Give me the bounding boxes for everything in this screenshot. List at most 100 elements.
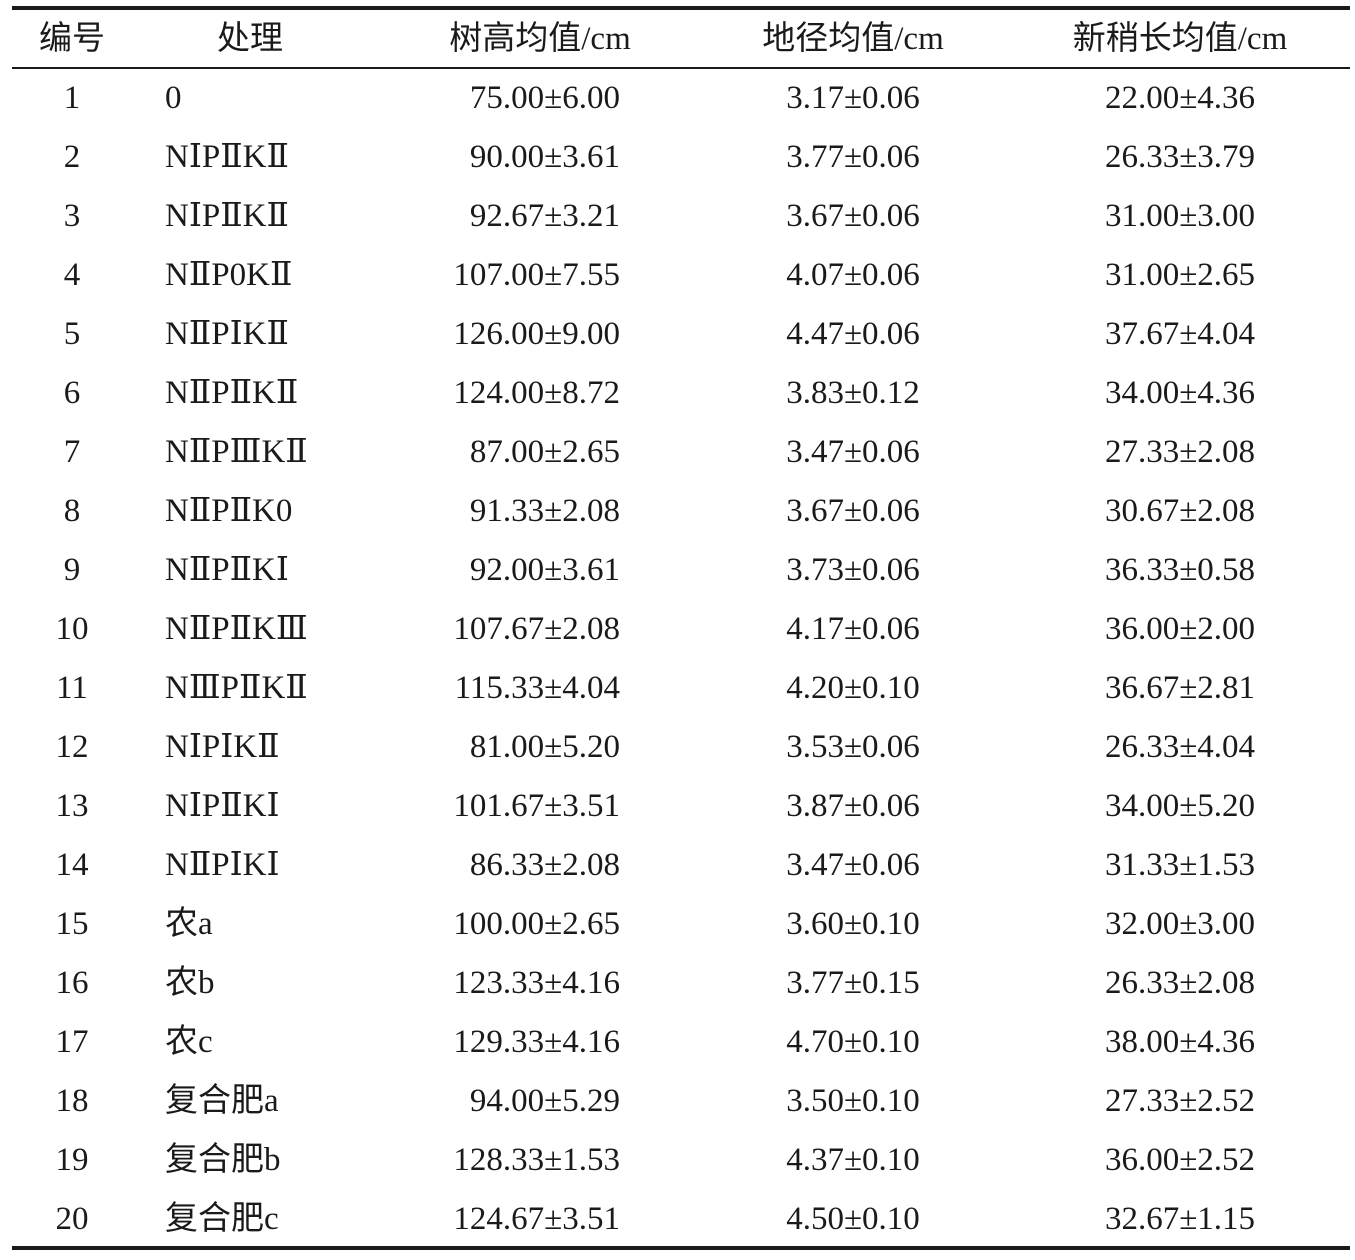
cell-id: 15 bbox=[55, 906, 89, 942]
cell-id: 8 bbox=[63, 493, 81, 529]
cell-treatment: NⅡPⅢKⅡ bbox=[165, 434, 308, 470]
cell-new-shoot-length: 36.00±2.00 bbox=[1104, 611, 1256, 647]
cell-treatment: NⅡPⅠKⅡ bbox=[165, 316, 289, 352]
cell-new-shoot-length: 26.33±3.79 bbox=[1104, 139, 1256, 175]
cell-tree-height: 100.00±2.65 bbox=[453, 906, 620, 942]
cell-treatment: NⅠPⅡKⅡ bbox=[165, 139, 289, 175]
top-rule bbox=[12, 6, 1350, 10]
cell-treatment: NⅢPⅡKⅡ bbox=[165, 670, 308, 706]
cell-new-shoot-length: 34.00±5.20 bbox=[1104, 788, 1256, 824]
table-row: 14 NⅡPⅠKⅠ 86.33±2.08 3.47±0.06 31.33±1.53 bbox=[0, 836, 1355, 895]
cell-treatment: NⅠPⅡKⅠ bbox=[165, 788, 280, 824]
cell-tree-height: 128.33±1.53 bbox=[453, 1142, 620, 1178]
cell-id: 3 bbox=[63, 198, 81, 234]
cell-new-shoot-length: 34.00±4.36 bbox=[1104, 375, 1256, 411]
cell-id: 6 bbox=[63, 375, 81, 411]
cell-treatment: 复合肥a bbox=[165, 1083, 279, 1119]
cell-tree-height: 86.33±2.08 bbox=[469, 847, 620, 883]
cell-id: 20 bbox=[55, 1201, 89, 1237]
table-row: 8 NⅡPⅡK0 91.33±2.08 3.67±0.06 30.67±2.08 bbox=[0, 482, 1355, 541]
cell-new-shoot-length: 27.33±2.08 bbox=[1104, 434, 1256, 470]
cell-ground-diameter: 4.20±0.10 bbox=[786, 670, 920, 706]
cell-ground-diameter: 3.17±0.06 bbox=[786, 80, 920, 116]
table-row: 4 NⅡP0KⅡ 107.00±7.55 4.07±0.06 31.00±2.65 bbox=[0, 246, 1355, 305]
cell-tree-height: 75.00±6.00 bbox=[469, 80, 620, 116]
cell-ground-diameter: 3.87±0.06 bbox=[786, 788, 920, 824]
cell-tree-height: 92.00±3.61 bbox=[469, 552, 620, 588]
table-row: 17 农c 129.33±4.16 4.70±0.10 38.00±4.36 bbox=[0, 1013, 1355, 1072]
cell-id: 17 bbox=[55, 1024, 89, 1060]
cell-id: 13 bbox=[55, 788, 89, 824]
cell-tree-height: 124.67±3.51 bbox=[453, 1201, 620, 1237]
cell-id: 10 bbox=[55, 611, 89, 647]
cell-tree-height: 107.67±2.08 bbox=[453, 611, 620, 647]
cell-ground-diameter: 4.47±0.06 bbox=[786, 316, 920, 352]
cell-treatment: 复合肥c bbox=[165, 1201, 279, 1237]
header-treatment: 处理 bbox=[217, 21, 283, 57]
table-row: 19 复合肥b 128.33±1.53 4.37±0.10 36.00±2.52 bbox=[0, 1131, 1355, 1190]
cell-tree-height: 126.00±9.00 bbox=[453, 316, 620, 352]
cell-id: 7 bbox=[63, 434, 81, 470]
cell-ground-diameter: 3.73±0.06 bbox=[786, 552, 920, 588]
cell-new-shoot-length: 27.33±2.52 bbox=[1104, 1083, 1256, 1119]
cell-tree-height: 129.33±4.16 bbox=[453, 1024, 620, 1060]
cell-new-shoot-length: 26.33±2.08 bbox=[1104, 965, 1256, 1001]
cell-tree-height: 101.67±3.51 bbox=[453, 788, 620, 824]
cell-ground-diameter: 3.83±0.12 bbox=[786, 375, 920, 411]
cell-id: 2 bbox=[63, 139, 81, 175]
cell-new-shoot-length: 31.00±2.65 bbox=[1104, 257, 1256, 293]
cell-treatment: 复合肥b bbox=[165, 1142, 281, 1178]
table-row: 7 NⅡPⅢKⅡ 87.00±2.65 3.47±0.06 27.33±2.08 bbox=[0, 423, 1355, 482]
cell-new-shoot-length: 31.00±3.00 bbox=[1104, 198, 1256, 234]
cell-ground-diameter: 4.17±0.06 bbox=[786, 611, 920, 647]
cell-ground-diameter: 3.67±0.06 bbox=[786, 198, 920, 234]
table-row: 15 农a 100.00±2.65 3.60±0.10 32.00±3.00 bbox=[0, 895, 1355, 954]
header-id: 编号 bbox=[39, 21, 105, 57]
table-row: 16 农b 123.33±4.16 3.77±0.15 26.33±2.08 bbox=[0, 954, 1355, 1013]
header-ground-diameter: 地径均值/cm bbox=[762, 21, 944, 57]
cell-ground-diameter: 4.07±0.06 bbox=[786, 257, 920, 293]
cell-id: 16 bbox=[55, 965, 89, 1001]
cell-ground-diameter: 3.60±0.10 bbox=[786, 906, 920, 942]
cell-id: 11 bbox=[56, 670, 88, 706]
cell-id: 9 bbox=[63, 552, 81, 588]
header-new-shoot-length: 新稍长均值/cm bbox=[1072, 21, 1288, 57]
table-row: 20 复合肥c 124.67±3.51 4.50±0.10 32.67±1.15 bbox=[0, 1190, 1355, 1249]
table-row: 6 NⅡPⅡKⅡ 124.00±8.72 3.83±0.12 34.00±4.36 bbox=[0, 364, 1355, 423]
cell-tree-height: 87.00±2.65 bbox=[469, 434, 620, 470]
cell-tree-height: 123.33±4.16 bbox=[453, 965, 620, 1001]
cell-treatment: NⅡPⅠKⅠ bbox=[165, 847, 280, 883]
cell-tree-height: 81.00±5.20 bbox=[469, 729, 620, 765]
cell-treatment: NⅡPⅡKⅢ bbox=[165, 611, 308, 647]
cell-treatment: 0 bbox=[165, 80, 182, 116]
table-row: 5 NⅡPⅠKⅡ 126.00±9.00 4.47±0.06 37.67±4.04 bbox=[0, 305, 1355, 364]
table-row: 9 NⅡPⅡKⅠ 92.00±3.61 3.73±0.06 36.33±0.58 bbox=[0, 541, 1355, 600]
cell-id: 19 bbox=[55, 1142, 89, 1178]
table-row: 12 NⅠPⅠKⅡ 81.00±5.20 3.53±0.06 26.33±4.04 bbox=[0, 718, 1355, 777]
cell-id: 1 bbox=[63, 80, 81, 116]
cell-id: 18 bbox=[55, 1083, 89, 1119]
cell-new-shoot-length: 38.00±4.36 bbox=[1104, 1024, 1256, 1060]
cell-new-shoot-length: 36.00±2.52 bbox=[1104, 1142, 1256, 1178]
table-row: 10 NⅡPⅡKⅢ 107.67±2.08 4.17±0.06 36.00±2.00 bbox=[0, 600, 1355, 659]
cell-id: 12 bbox=[55, 729, 89, 765]
cell-tree-height: 90.00±3.61 bbox=[469, 139, 620, 175]
cell-new-shoot-length: 37.67±4.04 bbox=[1104, 316, 1256, 352]
header-row: 编号 处理 树高均值/cm 地径均值/cm 新稍长均值/cm bbox=[0, 10, 1355, 69]
table-row: 3 NⅠPⅡKⅡ 92.67±3.21 3.67±0.06 31.00±3.00 bbox=[0, 187, 1355, 246]
cell-ground-diameter: 4.70±0.10 bbox=[786, 1024, 920, 1060]
cell-tree-height: 94.00±5.29 bbox=[469, 1083, 620, 1119]
cell-ground-diameter: 3.77±0.15 bbox=[786, 965, 920, 1001]
cell-new-shoot-length: 30.67±2.08 bbox=[1104, 493, 1256, 529]
cell-ground-diameter: 3.77±0.06 bbox=[786, 139, 920, 175]
cell-tree-height: 115.33±4.04 bbox=[454, 670, 620, 706]
cell-id: 4 bbox=[63, 257, 81, 293]
cell-ground-diameter: 3.53±0.06 bbox=[786, 729, 920, 765]
cell-new-shoot-length: 36.67±2.81 bbox=[1104, 670, 1256, 706]
cell-ground-diameter: 3.50±0.10 bbox=[786, 1083, 920, 1119]
cell-id: 14 bbox=[55, 847, 89, 883]
cell-new-shoot-length: 32.67±1.15 bbox=[1104, 1201, 1256, 1237]
cell-treatment: NⅠPⅠKⅡ bbox=[165, 729, 280, 765]
cell-new-shoot-length: 36.33±0.58 bbox=[1104, 552, 1256, 588]
cell-new-shoot-length: 22.00±4.36 bbox=[1104, 80, 1256, 116]
